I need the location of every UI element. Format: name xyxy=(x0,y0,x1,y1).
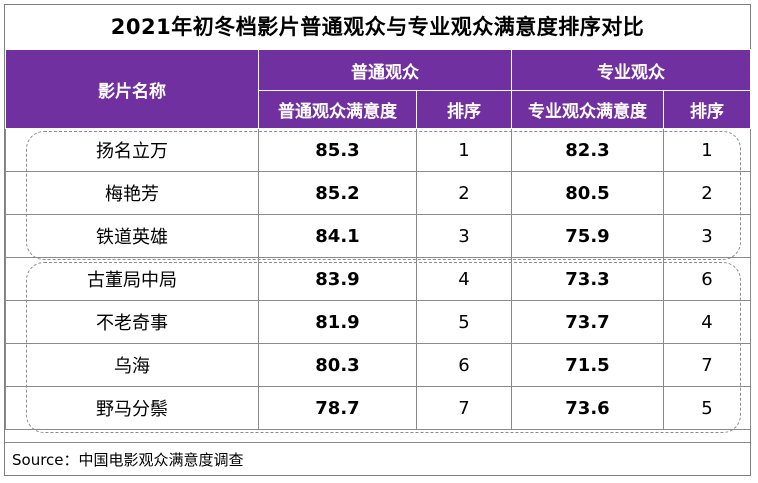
general-score: 83.9 xyxy=(258,257,417,301)
table-row: 乌海 80.3 6 71.5 7 xyxy=(5,343,751,387)
table-row: 梅艳芳 85.2 2 80.5 2 xyxy=(5,171,751,215)
pro-score: 75.9 xyxy=(511,214,664,258)
satisfaction-table: 影片名称 普通观众 专业观众 普通观众满意度 排序 专业观众满意度 排序 扬名立… xyxy=(5,49,751,430)
pro-score: 73.7 xyxy=(511,300,664,344)
film-name: 野马分鬃 xyxy=(5,386,259,430)
film-name: 铁道英雄 xyxy=(5,214,259,258)
header-professional-audience: 专业观众 xyxy=(511,49,751,91)
pro-rank: 5 xyxy=(663,386,751,430)
table-body: 扬名立万 85.3 1 82.3 1 梅艳芳 85.2 2 80.5 2 铁道英… xyxy=(5,128,751,430)
general-score: 85.2 xyxy=(258,171,417,215)
general-score: 80.3 xyxy=(258,343,417,387)
table-row: 古董局中局 83.9 4 73.3 6 xyxy=(5,257,751,301)
general-rank: 6 xyxy=(416,343,512,387)
table-row: 铁道英雄 84.1 3 75.9 3 xyxy=(5,214,751,258)
source-note: Source：中国电影观众满意度调查 xyxy=(5,442,750,476)
pro-rank: 4 xyxy=(663,300,751,344)
film-name: 扬名立万 xyxy=(5,128,259,172)
pro-score: 82.3 xyxy=(511,128,664,172)
pro-rank: 3 xyxy=(663,214,751,258)
film-name: 古董局中局 xyxy=(5,257,259,301)
general-score: 85.3 xyxy=(258,128,417,172)
pro-rank: 2 xyxy=(663,171,751,215)
chart-title: 2021年初冬档影片普通观众与专业观众满意度排序对比 xyxy=(110,15,645,39)
pro-score: 71.5 xyxy=(511,343,664,387)
general-rank: 5 xyxy=(416,300,512,344)
table-row: 野马分鬃 78.7 7 73.6 5 xyxy=(5,386,751,430)
film-name: 梅艳芳 xyxy=(5,171,259,215)
pro-rank: 6 xyxy=(663,257,751,301)
film-name: 乌海 xyxy=(5,343,259,387)
header-general-audience: 普通观众 xyxy=(258,49,512,91)
table-row: 不老奇事 81.9 5 73.7 4 xyxy=(5,300,751,344)
general-score: 78.7 xyxy=(258,386,417,430)
header-film-name: 影片名称 xyxy=(5,49,259,129)
general-rank: 4 xyxy=(416,257,512,301)
table-row: 扬名立万 85.3 1 82.3 1 xyxy=(5,128,751,172)
header-pro-score: 专业观众满意度 xyxy=(511,90,664,129)
general-rank: 2 xyxy=(416,171,512,215)
header-pro-rank: 排序 xyxy=(663,90,751,129)
pro-rank: 7 xyxy=(663,343,751,387)
table-frame: 2021年初冬档影片普通观众与专业观众满意度排序对比 影片名称 普通观众 专业观… xyxy=(4,4,751,476)
film-name: 不老奇事 xyxy=(5,300,259,344)
header-general-score: 普通观众满意度 xyxy=(258,90,417,129)
general-rank: 7 xyxy=(416,386,512,430)
general-rank: 3 xyxy=(416,214,512,258)
pro-rank: 1 xyxy=(663,128,751,172)
pro-score: 80.5 xyxy=(511,171,664,215)
general-rank: 1 xyxy=(416,128,512,172)
pro-score: 73.6 xyxy=(511,386,664,430)
general-score: 81.9 xyxy=(258,300,417,344)
pro-score: 73.3 xyxy=(511,257,664,301)
header-general-rank: 排序 xyxy=(416,90,512,129)
general-score: 84.1 xyxy=(258,214,417,258)
